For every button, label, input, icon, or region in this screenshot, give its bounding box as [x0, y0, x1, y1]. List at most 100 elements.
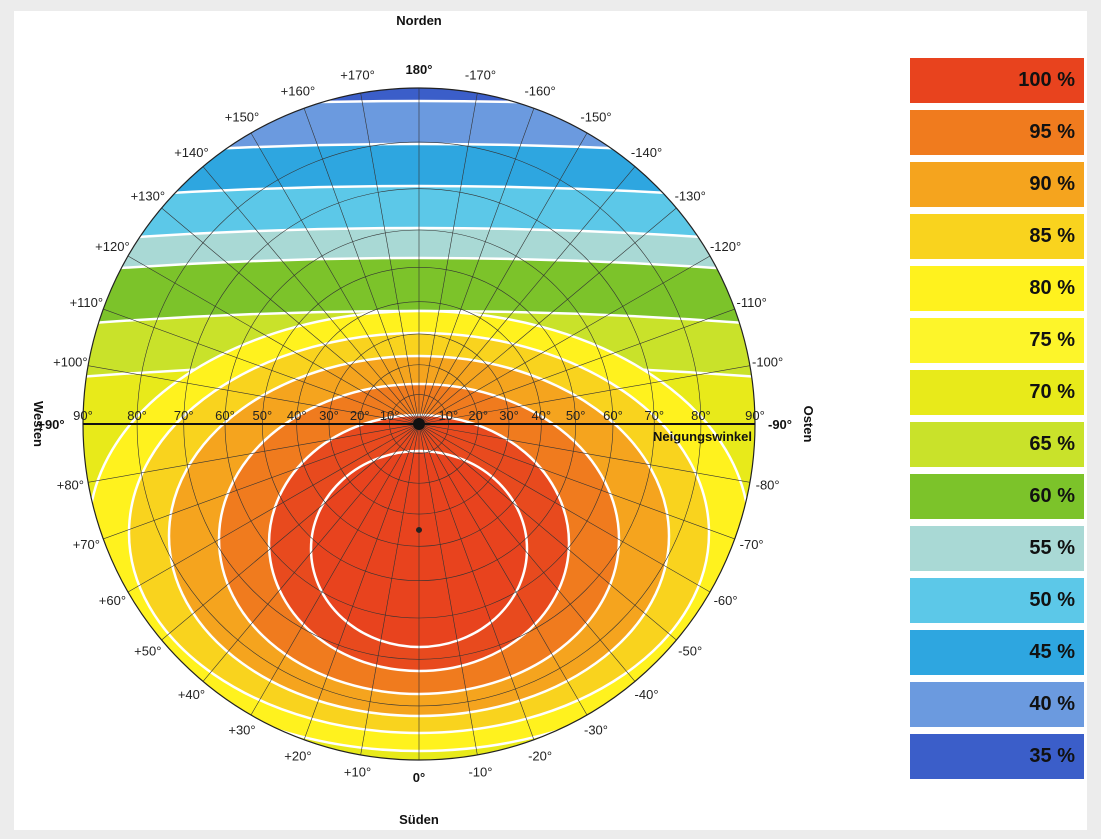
tilt-axis-label: Neigungswinkel [653, 429, 752, 444]
azimuth-line [127, 423, 420, 593]
azimuth-line [303, 423, 420, 740]
tilt-label: 10° [380, 408, 400, 423]
tilt-label: 50° [252, 408, 272, 423]
azimuth-line [418, 108, 535, 425]
azimuth-label: -40° [635, 687, 659, 702]
south-label: Süden [399, 812, 439, 827]
tilt-label: 80° [127, 408, 147, 423]
azimuth-line [103, 308, 420, 425]
azimuth-label: -160° [524, 83, 555, 98]
azimuth-line [161, 423, 420, 641]
azimuth-line [418, 423, 535, 740]
azimuth-line [418, 365, 750, 425]
azimuth-line [418, 308, 735, 425]
legend-swatch: 70 % [910, 370, 1084, 415]
azimuth-label: -170° [465, 67, 496, 82]
tilt-label: 20° [468, 408, 488, 423]
azimuth-line [360, 93, 420, 425]
legend-swatch: 90 % [910, 162, 1084, 207]
azimuth-line [202, 166, 420, 425]
tilt-label: 70° [174, 408, 194, 423]
legend-swatch: 55 % [910, 526, 1084, 571]
legend-label: 70 % [1029, 381, 1075, 403]
tilt-label: 90° [73, 408, 93, 423]
azimuth-label: +160° [281, 83, 315, 98]
legend-swatch: 40 % [910, 682, 1084, 727]
legend-label: 45 % [1029, 641, 1075, 663]
azimuth-line [88, 423, 420, 483]
legend-swatch: 60 % [910, 474, 1084, 519]
azimuth-label: -150° [580, 109, 611, 124]
azimuth-line [250, 423, 420, 716]
east-azimuth-label: -90° [768, 417, 792, 432]
azimuth-line [418, 423, 478, 755]
legend-label: 40 % [1029, 693, 1075, 715]
azimuth-line [418, 255, 711, 425]
legend-swatch: 45 % [910, 630, 1084, 675]
west-label: Westen [31, 401, 46, 447]
azimuth-label: -20° [528, 749, 552, 764]
azimuth-label: +30° [228, 723, 255, 738]
azimuth-line [418, 423, 711, 593]
azimuth-line [418, 423, 735, 540]
azimuth-line [161, 207, 420, 425]
legend-label: 90 % [1029, 173, 1075, 195]
legend-label: 80 % [1029, 277, 1075, 299]
optimum-point [416, 526, 422, 533]
azimuth-line [360, 423, 420, 755]
azimuth-line [418, 93, 478, 425]
legend-swatch: 35 % [910, 734, 1084, 779]
azimuth-label: +60° [99, 593, 126, 608]
legend: 100 % 95 % 90 % 85 % 80 % 75 % 70 % 65 % 60 % 55 … [910, 58, 1084, 786]
azimuth-label: +40° [178, 687, 205, 702]
azimuth-line [127, 255, 420, 425]
azimuth-line [202, 423, 420, 682]
azimuth-line [418, 423, 750, 483]
west-azimuth-label: +90° [37, 417, 64, 432]
azimuth-label: -110° [737, 295, 767, 310]
legend-label: 55 % [1029, 537, 1075, 559]
center-point [413, 418, 425, 430]
legend-label: 75 % [1029, 329, 1075, 351]
azimuth-line [88, 365, 420, 425]
azimuth-label: -50° [678, 644, 702, 659]
tilt-label: 60° [603, 408, 623, 423]
tilt-label: 70° [644, 408, 664, 423]
tilt-label: 20° [350, 408, 370, 423]
azimuth-label: +130° [131, 188, 165, 203]
azimuth-label: -100° [752, 355, 783, 370]
legend-swatch: 85 % [910, 214, 1084, 259]
azimuth-label: -30° [584, 723, 608, 738]
legend-swatch: 65 % [910, 422, 1084, 467]
azimuth-label: +70° [73, 537, 100, 552]
azimuth-label: +50° [134, 644, 161, 659]
tilt-label: 30° [319, 408, 339, 423]
solar-yield-diagram: 180° +170° +160° +150° +140° +130° +120° +110° +… [31, 13, 816, 827]
azimuth-label: +120° [95, 239, 129, 254]
azimuth-line [418, 132, 588, 425]
azimuth-label: +20° [284, 749, 311, 764]
azimuth-line [418, 166, 636, 425]
azimuth-line [418, 423, 588, 716]
legend-swatch: 80 % [910, 266, 1084, 311]
legend-label: 95 % [1029, 121, 1075, 143]
azimuth-label: -10° [468, 765, 492, 780]
legend-label: 35 % [1029, 745, 1075, 767]
tilt-label: 80° [691, 408, 711, 423]
azimuth-label: -140° [631, 145, 662, 160]
tilt-label: 90° [745, 408, 765, 423]
legend-label: 50 % [1029, 589, 1075, 611]
tilt-label: 60° [215, 408, 235, 423]
azimuth-label: +110° [70, 295, 104, 310]
figure-frame: 180° +170° +160° +150° +140° +130° +120° +110° +… [14, 11, 1087, 830]
tilt-label: 40° [531, 408, 551, 423]
azimuth-label: +140° [174, 145, 208, 160]
azimuth-label: -70° [740, 537, 764, 552]
azimuth-label: +170° [340, 67, 374, 82]
legend-label: 65 % [1029, 433, 1075, 455]
azimuth-line [418, 207, 677, 425]
legend-label: 60 % [1029, 485, 1075, 507]
azimuth-line [418, 423, 636, 682]
azimuth-line [250, 132, 420, 425]
azimuth-label: -120° [710, 239, 741, 254]
